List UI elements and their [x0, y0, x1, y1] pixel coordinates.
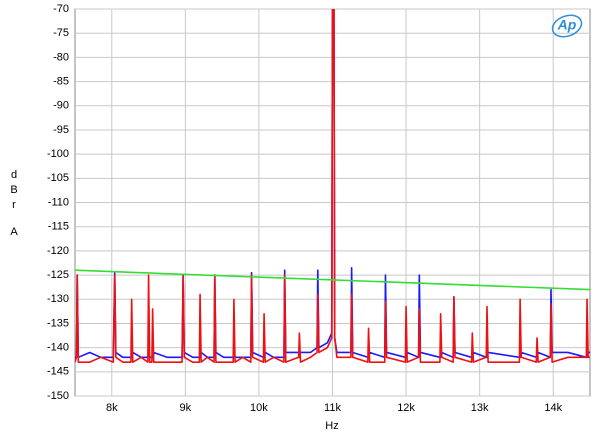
y-tick-label: -110: [48, 196, 69, 208]
y-tick-label: -90: [53, 100, 69, 112]
trace: [75, 269, 590, 291]
x-tick-label: 13k: [471, 402, 489, 414]
y-tick-label: -115: [48, 221, 69, 233]
y-tick-label: -150: [47, 390, 69, 402]
y-tick-label: -105: [47, 172, 69, 184]
y-axis-label: r: [12, 199, 16, 211]
x-tick-label: 10k: [250, 402, 268, 414]
y-tick-label: -135: [47, 317, 69, 329]
y-tick-label: -95: [53, 124, 69, 136]
traces: [75, 9, 590, 363]
x-axis-label: Hz: [325, 420, 338, 432]
y-tick-label: -130: [47, 293, 69, 305]
y-tick-label: -75: [53, 27, 69, 39]
x-tick-label: 9k: [180, 402, 192, 414]
logo: Ap: [551, 14, 583, 38]
y-tick-label: -145: [47, 366, 69, 378]
x-tick-label: 12k: [397, 402, 415, 414]
x-tick-label: 8k: [106, 402, 118, 414]
labels: -70 -75 -80 -85 -90 -95 -100 -105 -110 -115 -120 -1…: [10, 3, 562, 414]
y-tick-label: -100: [47, 148, 69, 160]
y-axis-label: B: [10, 184, 17, 196]
y-tick-label: -70: [53, 3, 69, 15]
x-tick-label: 11k: [324, 402, 341, 414]
trace: [75, 9, 590, 363]
y-tick-label: -140: [47, 342, 69, 354]
x-tick-label: 14k: [544, 402, 562, 414]
y-tick-label: -125: [47, 269, 69, 281]
y-axis-label: d: [11, 169, 17, 181]
y-axis-label: A: [10, 226, 18, 238]
y-tick-label: -80: [53, 51, 69, 63]
logo-text: Ap: [557, 17, 577, 33]
y-tick-label: -85: [53, 75, 69, 87]
y-tick-label: -120: [47, 245, 69, 257]
trace: [75, 9, 590, 359]
